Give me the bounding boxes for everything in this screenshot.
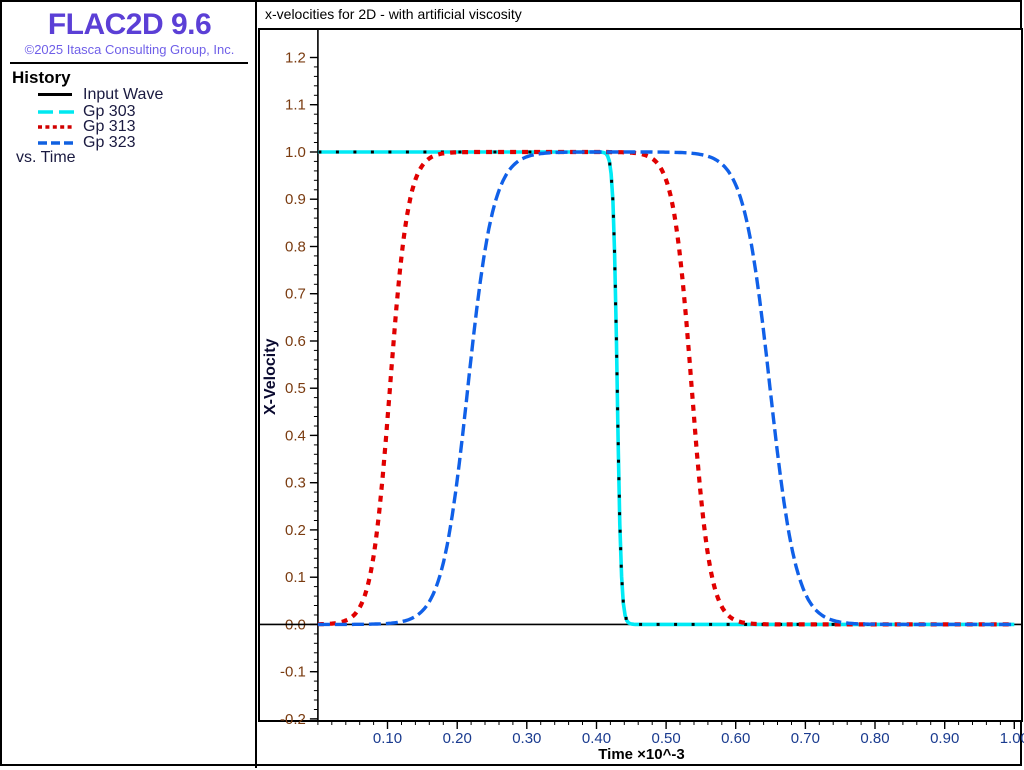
svg-text:0.30: 0.30 bbox=[512, 730, 541, 747]
svg-text:0.1: 0.1 bbox=[285, 569, 306, 586]
svg-text:0.7: 0.7 bbox=[285, 286, 306, 303]
svg-text:1.1: 1.1 bbox=[285, 97, 306, 114]
svg-text:0.2: 0.2 bbox=[285, 522, 306, 539]
svg-text:0.40: 0.40 bbox=[582, 730, 611, 747]
svg-text:0.70: 0.70 bbox=[791, 730, 820, 747]
svg-text:-0.1: -0.1 bbox=[280, 664, 306, 681]
svg-text:0.5: 0.5 bbox=[285, 380, 306, 397]
svg-text:1.00: 1.00 bbox=[1000, 730, 1024, 747]
svg-text:0.4: 0.4 bbox=[285, 427, 306, 444]
svg-text:-0.2: -0.2 bbox=[280, 711, 306, 728]
svg-text:0.9: 0.9 bbox=[285, 191, 306, 208]
svg-text:1.0: 1.0 bbox=[285, 144, 306, 161]
svg-text:0.10: 0.10 bbox=[373, 730, 402, 747]
svg-text:1.2: 1.2 bbox=[285, 50, 306, 67]
svg-text:0.50: 0.50 bbox=[651, 730, 680, 747]
svg-text:0.8: 0.8 bbox=[285, 239, 306, 256]
svg-text:0.60: 0.60 bbox=[721, 730, 750, 747]
svg-text:0.6: 0.6 bbox=[285, 333, 306, 350]
svg-text:0.20: 0.20 bbox=[443, 730, 472, 747]
svg-text:0.90: 0.90 bbox=[930, 730, 959, 747]
svg-text:0.80: 0.80 bbox=[860, 730, 889, 747]
svg-text:0.3: 0.3 bbox=[285, 475, 306, 492]
